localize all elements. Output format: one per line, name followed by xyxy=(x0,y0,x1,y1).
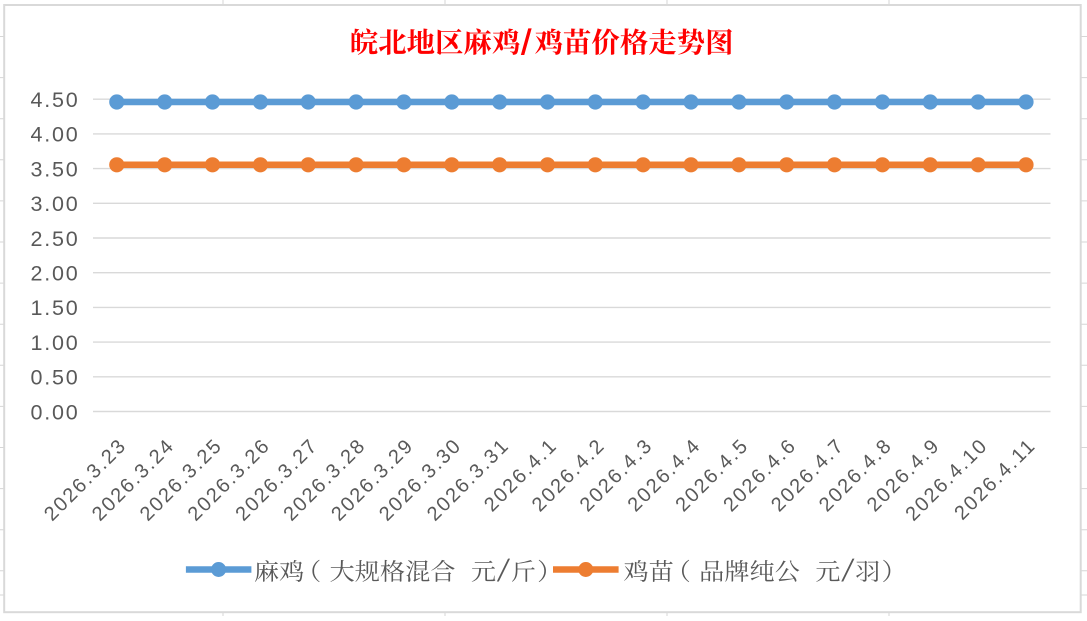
svg-text:2.00: 2.00 xyxy=(30,262,79,286)
svg-text:4.50: 4.50 xyxy=(30,88,79,112)
svg-text:0.50: 0.50 xyxy=(30,366,79,390)
svg-text:1.00: 1.00 xyxy=(30,331,79,355)
svg-text:3.00: 3.00 xyxy=(30,192,79,216)
svg-text:0.00: 0.00 xyxy=(30,400,79,424)
svg-text:4.00: 4.00 xyxy=(30,123,79,147)
svg-text:2.50: 2.50 xyxy=(30,227,79,251)
svg-text:3.50: 3.50 xyxy=(30,157,79,181)
svg-text:1.50: 1.50 xyxy=(30,296,79,320)
